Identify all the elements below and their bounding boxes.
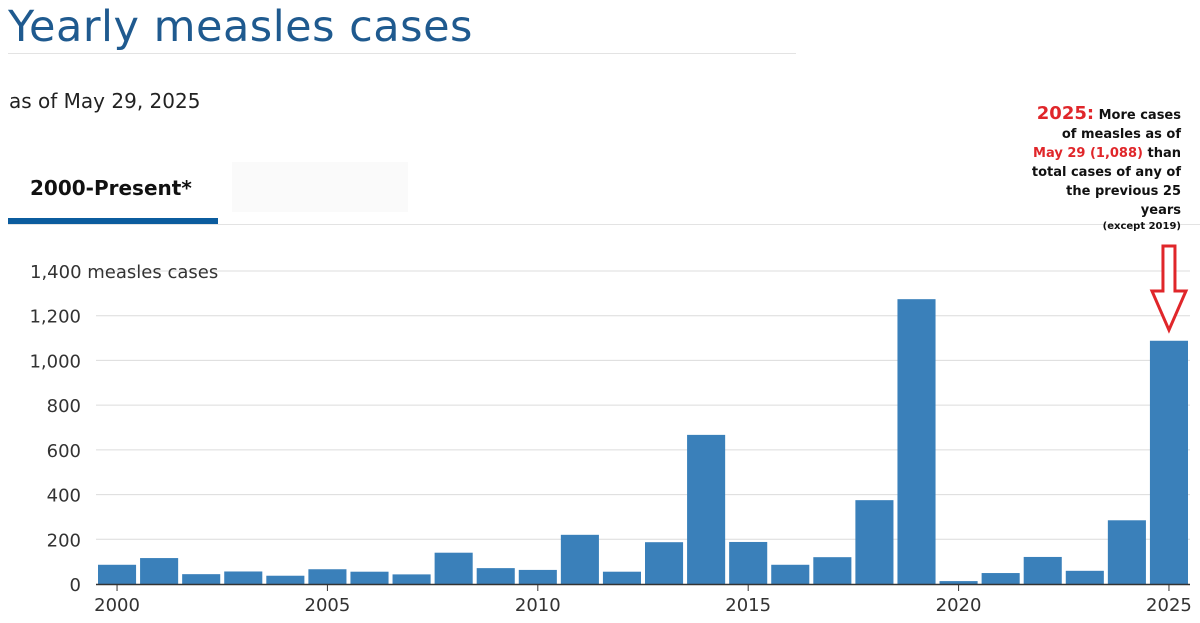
bar-2011 xyxy=(560,534,599,584)
x-tick-label: 2005 xyxy=(305,595,351,616)
bar-2015 xyxy=(729,541,768,584)
x-tick-label: 2020 xyxy=(936,595,982,616)
bar-2001 xyxy=(140,558,179,584)
bar-2009 xyxy=(476,568,515,584)
bar-2014 xyxy=(687,434,726,584)
bar-2007 xyxy=(392,574,431,584)
annotation-2025: 2025: More cases of measles as of May 29… xyxy=(985,104,1181,233)
bar-2020 xyxy=(939,581,978,584)
annotation-line5: the previous 25 xyxy=(1066,184,1181,199)
bar-2018 xyxy=(855,500,894,584)
bar-2012 xyxy=(602,571,641,584)
bar-2004 xyxy=(266,575,305,584)
annotation-line3-highlight: May 29 (1,088) xyxy=(1033,146,1143,161)
x-tick-label: 2025 xyxy=(1146,595,1192,616)
y-tick-label: 200 xyxy=(47,530,81,551)
tabs-divider xyxy=(8,224,1200,225)
bar-2006 xyxy=(350,571,389,584)
bar-2008 xyxy=(434,552,473,584)
annotation-year: 2025: xyxy=(1036,103,1095,124)
bar-2021 xyxy=(981,573,1020,584)
x-tick-label: 2000 xyxy=(94,595,140,616)
tab-2000-present[interactable]: 2000-Present* xyxy=(8,162,220,224)
bar-2025 xyxy=(1149,340,1188,584)
annotation-arrow xyxy=(1149,244,1189,334)
bar-2019 xyxy=(897,299,936,584)
axes: 0 200 400 600 800 1,000 1,200 1,400 measles cas… xyxy=(29,262,1191,616)
tab-label: 2000-Present* xyxy=(30,176,192,200)
bar-2002 xyxy=(182,574,221,584)
y-tick-label: 1,400 measles cases xyxy=(30,262,218,283)
bar-2013 xyxy=(645,542,684,584)
bar-2000 xyxy=(98,564,137,584)
down-arrow-icon xyxy=(1149,244,1189,334)
y-tick-label: 1,000 xyxy=(29,351,81,372)
chart-title: Yearly measles cases xyxy=(8,2,473,52)
annotation-line6: years xyxy=(1140,203,1181,218)
y-tick-label: 0 xyxy=(70,575,81,596)
bar-2024 xyxy=(1107,520,1146,584)
gridlines xyxy=(96,270,1190,540)
bar-2005 xyxy=(308,569,347,584)
bar-2022 xyxy=(1023,556,1062,584)
bar-2023 xyxy=(1065,570,1104,584)
annotation-line1: More cases xyxy=(1098,108,1181,123)
annotation-line2: of measles as of xyxy=(1061,127,1181,142)
y-tick-label: 600 xyxy=(47,441,81,462)
chart-subtitle: as of May 29, 2025 xyxy=(9,89,201,113)
bar-2017 xyxy=(813,557,852,584)
tab-placeholder xyxy=(232,162,408,212)
bar-2016 xyxy=(771,564,810,584)
y-tick-label: 400 xyxy=(47,486,81,507)
y-tick-label: 1,200 xyxy=(29,307,81,328)
bar-2003 xyxy=(224,571,263,584)
tab-active-indicator xyxy=(8,218,218,224)
bar-2010 xyxy=(518,569,557,584)
bars xyxy=(98,299,1188,584)
x-tick-label: 2015 xyxy=(725,595,771,616)
annotation-line3-rest: than xyxy=(1147,146,1182,161)
annotation-line7: (except 2019) xyxy=(1102,221,1181,232)
annotation-line4: total cases of any of xyxy=(1031,165,1181,180)
x-tick-label: 2010 xyxy=(515,595,561,616)
y-tick-label: 800 xyxy=(47,396,81,417)
title-divider xyxy=(8,53,796,54)
